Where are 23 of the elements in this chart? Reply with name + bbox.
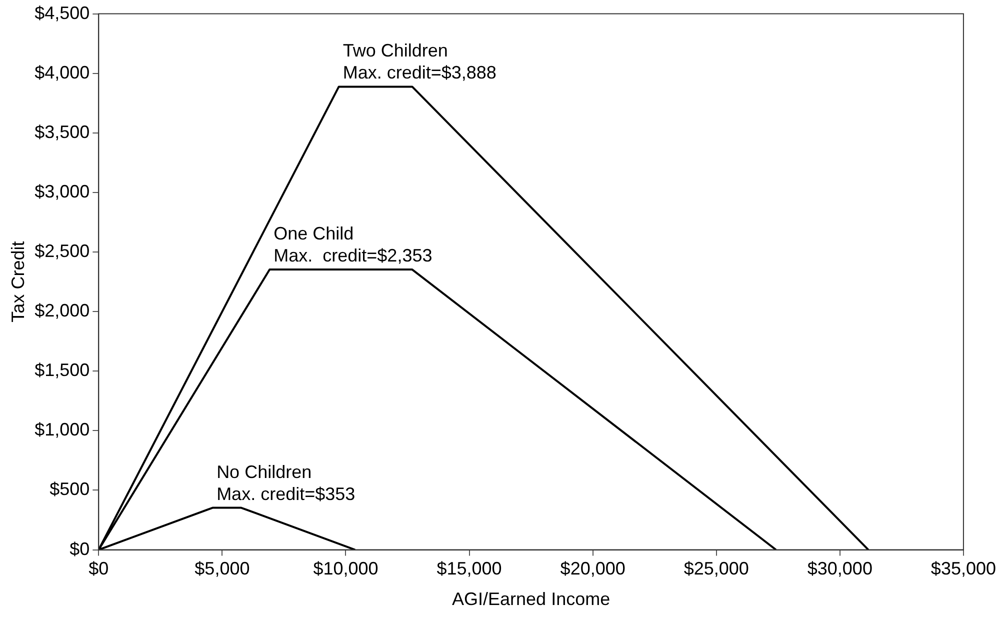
x-tick-label: $10,000 — [313, 558, 378, 579]
x-tick-label: $20,000 — [560, 558, 626, 579]
x-tick-label: $35,000 — [930, 558, 996, 579]
x-tick-label: $30,000 — [807, 558, 872, 579]
y-tick-label: $500 — [50, 479, 90, 500]
annotation: No Children Max. credit=$353 — [216, 462, 356, 504]
x-axis-title: AGI/Earned Income — [452, 589, 610, 610]
y-tick-label: $0 — [70, 538, 90, 559]
y-axis-title: Tax Credit — [8, 241, 28, 322]
x-tick-label: $25,000 — [684, 558, 749, 579]
y-tick-label: $1,500 — [34, 360, 90, 380]
y-tick-label: $4,000 — [34, 62, 90, 82]
annotation: One Child Max. credit=$2,353 — [274, 224, 432, 266]
y-tick-label: $2,000 — [34, 300, 90, 321]
y-tick-label: $3,500 — [34, 122, 90, 142]
y-tick-label: $3,000 — [34, 181, 90, 202]
y-tick-label: $2,500 — [34, 240, 90, 261]
y-tick-label: $1,000 — [34, 420, 90, 440]
x-tick-label: $15,000 — [436, 558, 502, 579]
x-tick-label: $5,000 — [194, 558, 250, 579]
x-tick-label: $0 — [88, 558, 109, 579]
y-tick-label: $4,500 — [34, 2, 90, 23]
annotation: Two Children Max. credit=$3,888 — [342, 40, 496, 83]
